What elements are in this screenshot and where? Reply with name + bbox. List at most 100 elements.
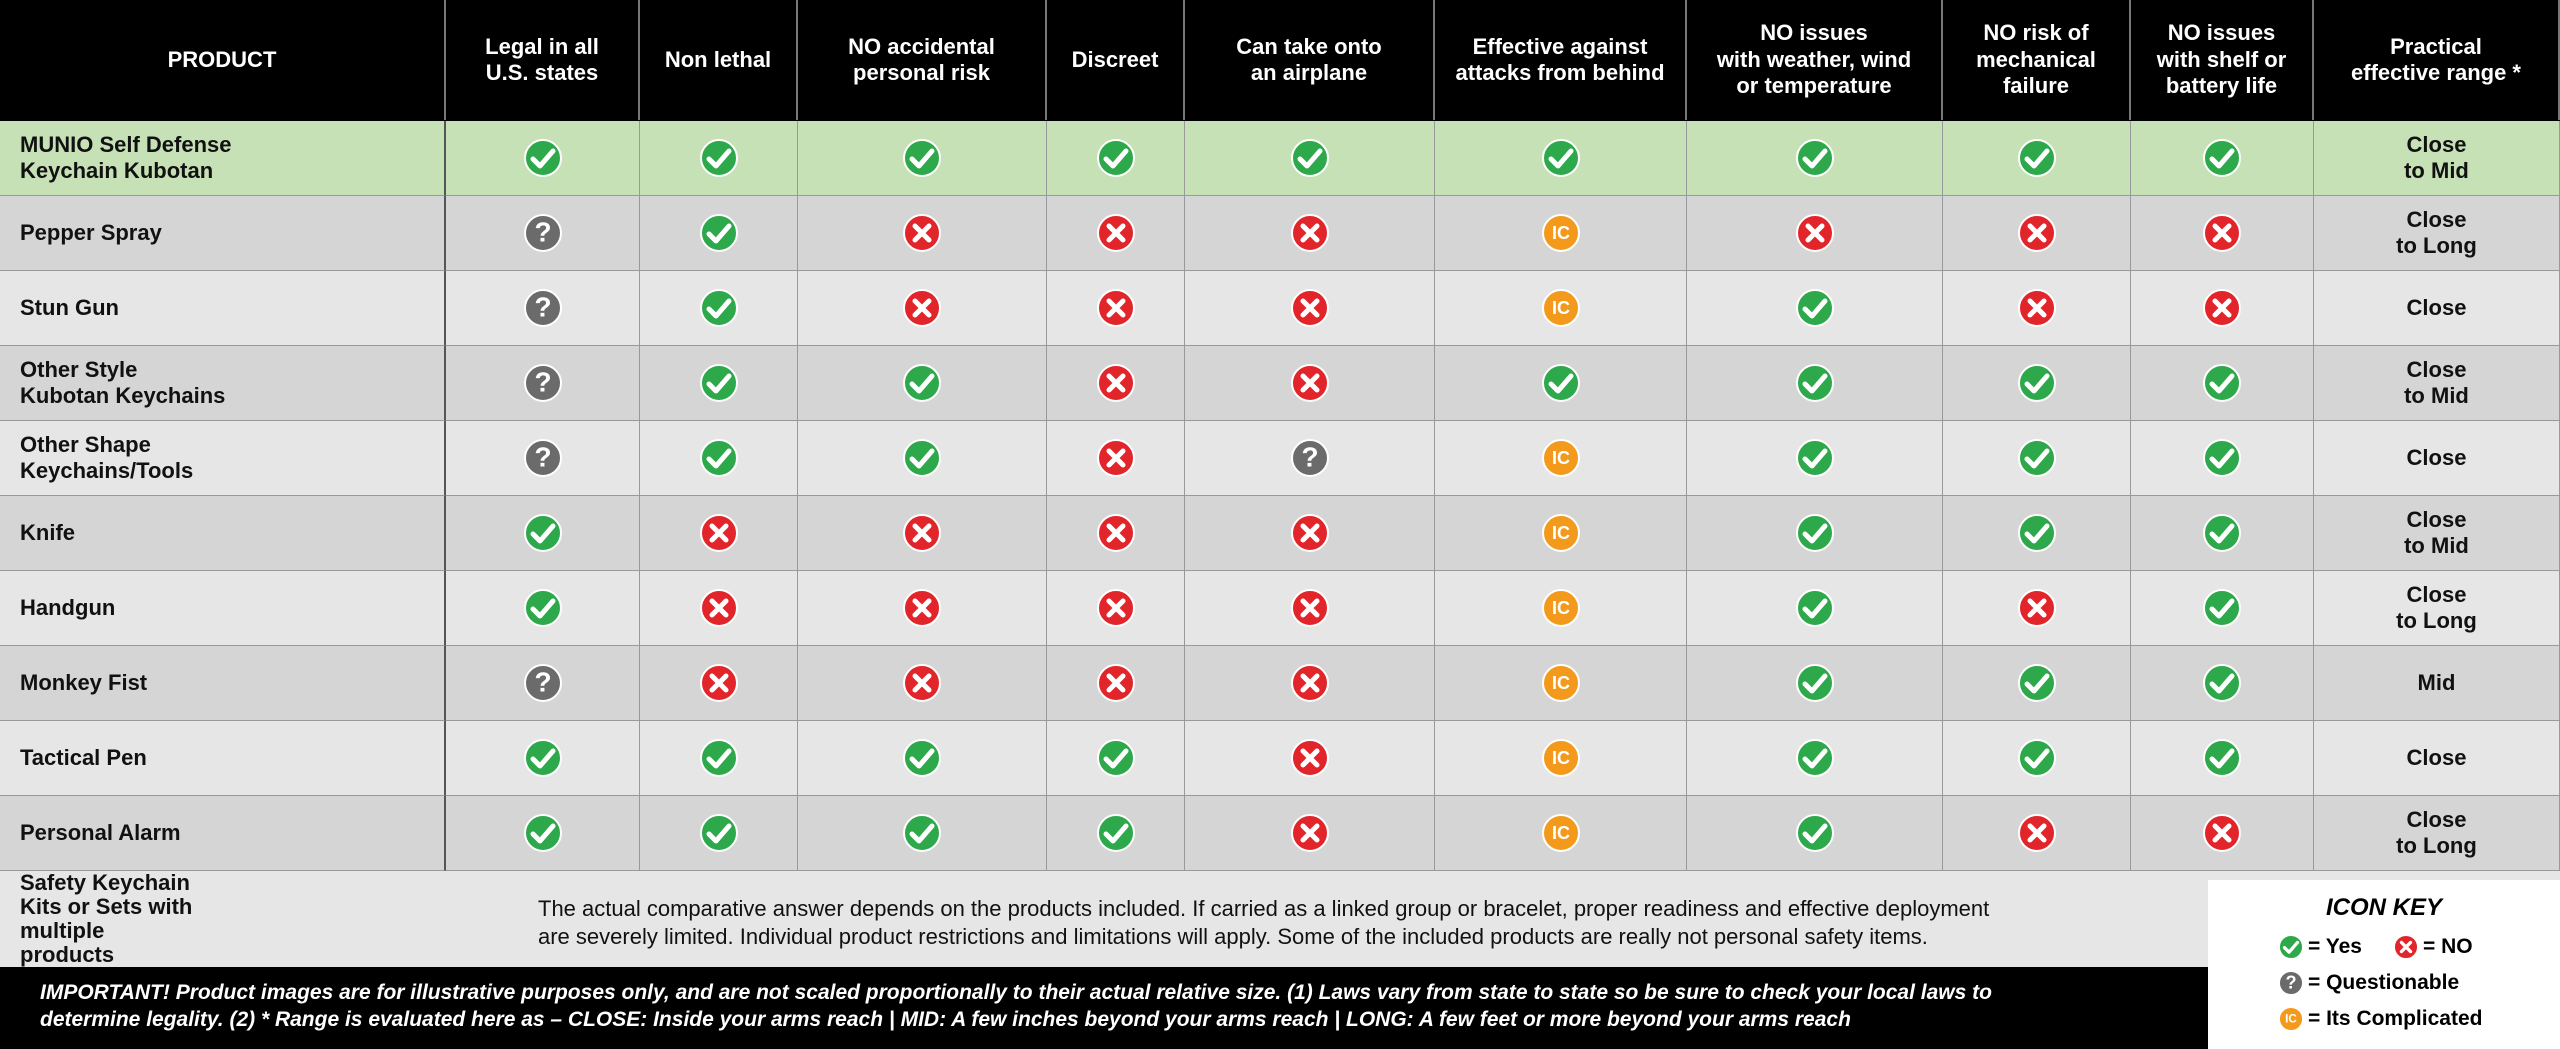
status-icon [1795,814,1834,852]
status-cell: ? [446,421,640,496]
product-name: Personal Alarm [0,796,446,871]
column-header: Legal in all U.S. states [446,0,640,120]
status-icon [699,814,738,852]
column-header: Discreet [1047,0,1185,120]
product-line: Knife [20,519,75,545]
status-cell [798,421,1047,496]
status-cell: ? [446,271,640,346]
status-icon [2017,514,2056,552]
status-cell [798,271,1047,346]
range-line: to Long [2396,233,2477,258]
status-icon: IC [1541,814,1580,852]
range-cell: Close to Long [2314,571,2560,646]
icon-key-item: = Yes [2278,934,2362,960]
range-cell: Close to Long [2314,796,2560,871]
footer-note: IMPORTANT! Product images are for illust… [40,979,1992,1034]
status-cell [1687,721,1943,796]
status-cell [1185,571,1435,646]
product-line: multiple products [20,918,115,968]
table-row [0,121,2560,196]
range-cell: Close to Mid [2314,496,2560,571]
range-line: Close [2406,806,2467,832]
status-icon [699,589,738,627]
range-cell: Close [2314,271,2560,346]
range-cell: Close to Mid [2314,346,2560,421]
status-cell [640,421,798,496]
status-icon [699,289,738,327]
status-cell [1687,646,1943,721]
status-cell: ? [446,196,640,271]
note-line: The actual comparative answer depends on… [538,896,1990,921]
status-icon [1795,139,1834,177]
status-cell [1047,346,1185,421]
status-cell [2131,421,2314,496]
status-icon [1096,139,1135,177]
status-cell [1943,646,2131,721]
status-cell [798,496,1047,571]
status-cell [2131,496,2314,571]
status-icon [1541,139,1580,177]
product-name: Other Shape Keychains/Tools [0,421,446,496]
status-cell [1943,796,2131,871]
status-cell [1047,196,1185,271]
status-icon [1096,439,1135,477]
status-cell [2131,571,2314,646]
column-header: Non lethal [640,0,798,120]
range-line: Close [2406,131,2467,157]
header-line: or temperature [1736,73,1892,99]
header-line: Practical [2390,33,2482,59]
header-line: NO risk of [1983,20,2089,46]
icon-text: ? [534,366,551,397]
table-row [0,646,2560,721]
status-cell [446,121,640,196]
status-icon: IC [1541,289,1580,327]
status-icon: IC [1541,214,1580,252]
status-cell [1687,421,1943,496]
status-icon: ? [523,439,562,477]
table-row [0,721,2560,796]
status-cell [1047,796,1185,871]
status-icon [699,214,738,252]
status-cell [640,796,798,871]
icon-text: IC [1552,598,1570,618]
status-cell: ? [446,346,640,421]
icon-key-item: IC = Its Complicated [2278,1006,2482,1032]
status-cell: IC [1435,421,1687,496]
status-icon [2017,364,2056,402]
status-icon: ? [2278,970,2304,996]
product-line: Other Style [20,356,138,382]
header-line: NO issues [1760,20,1868,46]
status-icon [1290,589,1329,627]
status-cell [798,571,1047,646]
range-line: Close [2406,581,2467,607]
status-cell [446,796,640,871]
status-cell [640,346,798,421]
status-icon [699,364,738,402]
icon-text: IC [1552,448,1570,468]
status-cell [1185,271,1435,346]
status-cell [2131,271,2314,346]
status-icon [1795,214,1834,252]
status-cell [1687,271,1943,346]
status-icon [903,289,941,327]
note-line: are severely limited. Individual product… [538,923,1928,949]
status-cell [1943,721,2131,796]
status-icon [903,364,941,402]
footer-line: IMPORTANT! Product images are for illust… [40,981,1992,1004]
range-line: to Mid [2404,533,2469,558]
column-header: Can take onto an airplane [1185,0,1435,120]
footer-line: determine legality. (2) * Range is evalu… [40,1008,1851,1032]
status-cell [2131,796,2314,871]
status-cell [446,571,640,646]
status-cell [798,121,1047,196]
column-header: NO issues with shelf or battery life [2131,0,2314,120]
status-icon [2203,439,2241,477]
status-icon [2203,589,2241,627]
product-name: MUNIO Self Defense Keychain Kubotan [0,121,446,196]
status-icon [523,514,562,552]
status-cell [1943,421,2131,496]
status-cell [1047,496,1185,571]
product-line: Keychains/Tools [20,458,194,483]
icon-text: IC [1552,748,1570,768]
status-cell [640,571,798,646]
